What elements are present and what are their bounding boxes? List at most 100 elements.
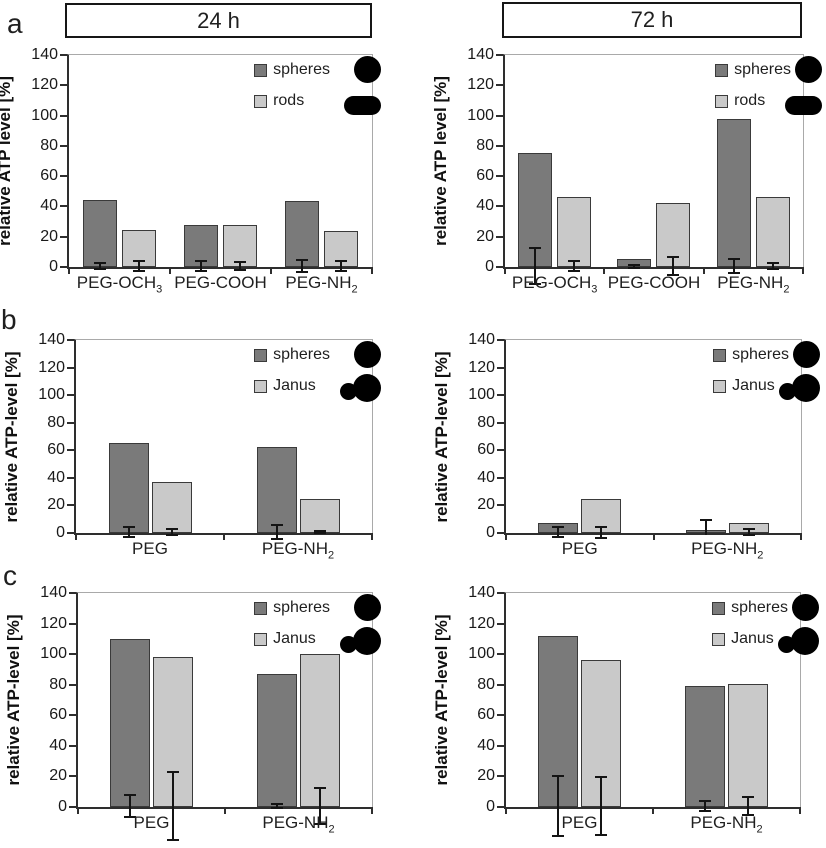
error-bar-cap-bottom	[628, 266, 641, 269]
y-tick-label: 20	[49, 767, 67, 785]
y-tick-mark	[67, 366, 74, 369]
bar-Janus-PEG	[153, 657, 193, 841]
chart-c-24h: relative ATP-level [%] 0 20 40 60 80 100 120 140…	[4, 585, 381, 841]
y-tick-label: 120	[467, 76, 494, 94]
category-label-PEG-NH2: PEG-NH2	[225, 813, 372, 835]
panel-label-b: b	[1, 304, 17, 335]
error-bar-cap-top	[314, 787, 326, 790]
error-bar	[239, 262, 241, 270]
error-bar-cap-bottom	[122, 535, 135, 538]
category-group-PEG-COOH: PEG-COOH	[604, 55, 703, 292]
error-bar-cap-bottom	[595, 834, 607, 837]
bar-Janus-PEG-NH2	[300, 654, 340, 825]
bar-spheres-PEG-NH2	[685, 518, 726, 535]
legend-swatch-Janus	[712, 632, 726, 646]
legend-item-Janus: Janus	[254, 378, 330, 394]
y-tick-label: 100	[40, 645, 67, 663]
y-tick-mark	[67, 449, 74, 452]
error-bar	[129, 795, 131, 817]
legend-swatch-rods	[715, 94, 729, 108]
error-bar-cap-bottom	[742, 534, 755, 537]
y-tick-mark	[497, 775, 504, 778]
janus-small-sphere	[340, 636, 357, 653]
legend: spheres Janus	[712, 600, 788, 647]
category-label-part: PEG	[132, 539, 168, 558]
error-bar-cap-bottom	[234, 268, 246, 271]
error-bar	[704, 519, 707, 535]
y-tick-mark	[497, 421, 504, 424]
category-label-part: PEG-OCH	[76, 273, 157, 292]
y-tick-mark	[69, 592, 76, 594]
legend-item-spheres: spheres	[254, 62, 330, 78]
y-tick-mark	[67, 394, 74, 397]
error-bar-cap-bottom	[727, 271, 740, 274]
y-tick-label: 40	[477, 468, 495, 486]
legend-label-Janus: Janus	[731, 630, 774, 647]
legend-item-rods: rods	[715, 93, 791, 109]
legend-swatch-spheres	[254, 601, 268, 615]
x-tick-mark	[652, 533, 655, 540]
y-tick-label: 140	[468, 331, 495, 348]
y-tick-mark	[67, 476, 74, 479]
error-bar	[276, 803, 278, 809]
error-bar	[600, 526, 603, 538]
y-tick-label: 120	[468, 614, 495, 632]
bar-spheres-PEG-COOH	[617, 259, 652, 269]
bar-spheres-PEG-COOH	[184, 224, 218, 272]
y-tick-label: 120	[40, 614, 67, 632]
category-label-part: 2	[756, 823, 763, 836]
category-group-PEG: PEG	[506, 593, 653, 837]
bar-spheres-PEG-OCH3	[83, 200, 117, 271]
legend-swatch-Janus	[254, 632, 268, 646]
y-tick-mark	[496, 205, 503, 208]
sphere-icon	[354, 56, 381, 83]
y-tick-mark	[69, 744, 76, 747]
y-tick-mark	[60, 114, 67, 117]
category-group-PEG: PEG	[506, 340, 654, 558]
legend-swatch-rods	[254, 94, 268, 108]
y-tick-mark	[69, 775, 76, 778]
y-tick-label: 140	[38, 331, 65, 348]
error-bar-cap-bottom	[270, 537, 283, 540]
y-tick-mark	[496, 84, 503, 87]
y-tick-label: 60	[476, 167, 494, 185]
y-tick-label: 60	[477, 441, 495, 459]
legend-item-spheres: spheres	[254, 600, 330, 616]
error-bar	[704, 801, 706, 811]
category-label-PEG-NH2: PEG-NH2	[224, 539, 372, 561]
y-tick-mark	[497, 504, 504, 507]
y-tick-mark	[69, 653, 76, 656]
error-bar-cap-bottom	[595, 536, 608, 539]
legend-label-spheres: spheres	[734, 61, 791, 78]
y-tick-mark	[496, 54, 503, 56]
legend-item-spheres: spheres	[713, 347, 789, 363]
y-tick-mark	[497, 366, 504, 369]
category-label-part: PEG	[561, 539, 598, 558]
y-tick-label: 40	[477, 736, 495, 754]
janus-small-sphere	[778, 636, 795, 653]
error-bar-cap-top	[165, 527, 178, 530]
bar-spheres-PEG-NH2	[285, 201, 319, 274]
category-label-part: PEG-NH	[285, 273, 352, 292]
category-label-PEG-OCH3: PEG-OCH3	[69, 273, 170, 295]
legend: spheres Janus	[254, 347, 330, 394]
y-tick-mark	[496, 144, 503, 147]
y-tick-mark	[69, 683, 76, 686]
y-tick-label: 120	[38, 358, 65, 376]
x-tick-mark	[75, 533, 77, 540]
category-label-part: 2	[351, 283, 358, 296]
error-bar	[534, 247, 537, 285]
error-bar	[573, 260, 576, 272]
y-tick-label: 120	[468, 358, 495, 376]
category-label-PEG-NH2: PEG-NH2	[704, 273, 803, 295]
x-tick-mark	[77, 807, 79, 814]
error-bar	[747, 796, 749, 816]
error-bar-cap-top	[133, 260, 145, 263]
error-bar-cap-top	[568, 259, 581, 262]
y-tick-label: 20	[477, 496, 495, 514]
error-bar	[318, 530, 321, 534]
janus-large-sphere	[353, 374, 381, 402]
error-bar	[200, 261, 202, 271]
bar-Janus-PEG	[581, 659, 621, 837]
error-bar-cap-top	[296, 258, 308, 261]
